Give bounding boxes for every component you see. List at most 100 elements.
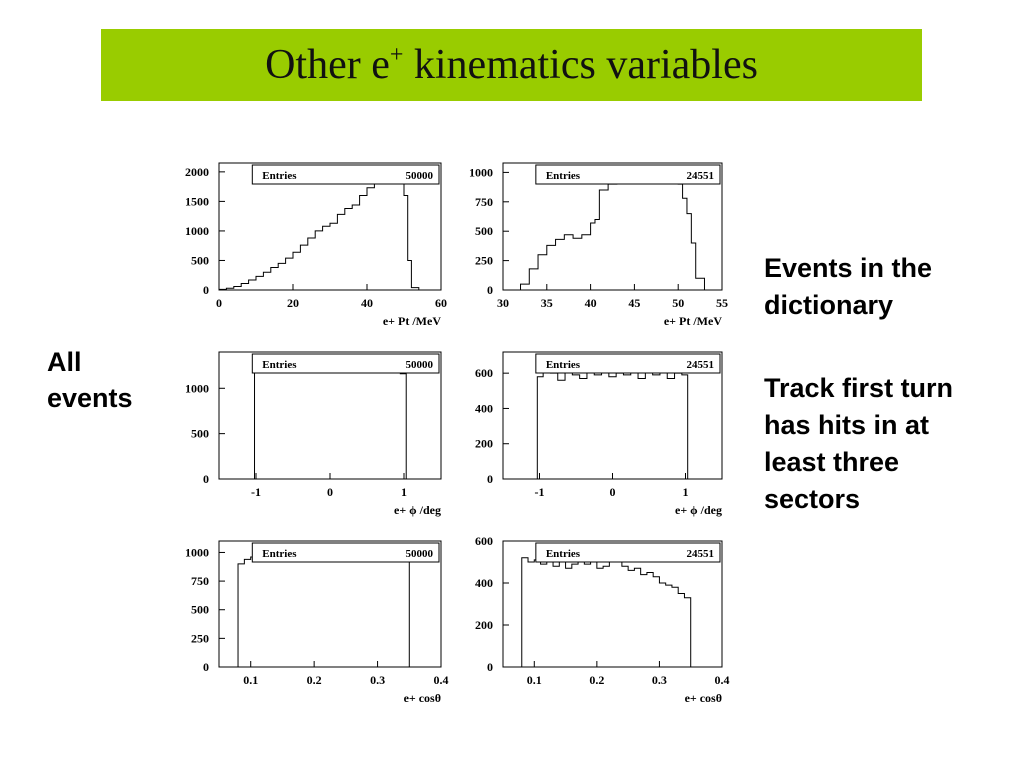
stats-entries: 24551 bbox=[687, 359, 715, 371]
histogram-line bbox=[254, 366, 407, 479]
x-tick-label: 0.1 bbox=[527, 673, 542, 687]
all-events-note: All events bbox=[47, 344, 177, 416]
stats-entries: 50000 bbox=[406, 170, 434, 182]
x-axis-title: e+ cosθ bbox=[404, 691, 441, 705]
histogram-2: 30 35 40 45 50 55 0 250 500 750 1000 Entries 24551 e+… bbox=[469, 162, 728, 328]
x-tick-label: 0 bbox=[216, 296, 222, 310]
y-tick-label: 600 bbox=[475, 366, 493, 380]
y-tick-label: 200 bbox=[475, 437, 493, 451]
note-line: sectors bbox=[764, 484, 861, 514]
title-bar: Other e+ kinematics variables bbox=[101, 29, 922, 101]
title-superscript: + bbox=[389, 42, 404, 68]
stats-entries: 24551 bbox=[687, 170, 715, 182]
y-tick-label: 1000 bbox=[185, 224, 209, 238]
plot-frame bbox=[218, 162, 442, 291]
x-tick-label: -1 bbox=[535, 485, 545, 499]
note-line: Track first turn bbox=[764, 373, 954, 403]
y-tick-label: 400 bbox=[475, 576, 493, 590]
y-tick-label: 1000 bbox=[469, 165, 493, 179]
y-tick-label: 250 bbox=[191, 631, 209, 645]
y-tick-label: 1000 bbox=[185, 545, 209, 559]
x-tick-label: 55 bbox=[716, 296, 728, 310]
x-tick-label: 0.3 bbox=[652, 673, 667, 687]
x-tick-label: 0.2 bbox=[589, 673, 604, 687]
x-axis-title: e+ ϕ /deg bbox=[394, 503, 441, 517]
x-axis-title: e+ ϕ /deg bbox=[675, 503, 722, 517]
y-tick-label: 0 bbox=[203, 472, 209, 486]
x-tick-label: 1 bbox=[683, 485, 689, 499]
histogram-line bbox=[520, 177, 705, 290]
stats-box bbox=[251, 353, 440, 374]
x-tick-label: 0 bbox=[610, 485, 616, 499]
stats-box bbox=[251, 542, 440, 563]
stats-label: Entries bbox=[546, 548, 581, 560]
y-tick-label: 750 bbox=[475, 195, 493, 209]
slide-title: Other e+ kinematics variables bbox=[265, 42, 758, 88]
stats-entries: 24551 bbox=[687, 548, 715, 560]
x-axis-title: e+ Pt /MeV bbox=[383, 314, 441, 328]
x-tick-label: 60 bbox=[435, 296, 447, 310]
y-tick-label: 250 bbox=[475, 254, 493, 268]
histogram-line bbox=[536, 369, 689, 479]
stats-label: Entries bbox=[546, 359, 581, 371]
histogram-line bbox=[521, 557, 692, 667]
x-tick-label: 45 bbox=[628, 296, 640, 310]
stats-label: Entries bbox=[546, 170, 581, 182]
stats-label: Entries bbox=[262, 359, 297, 371]
note-line: least three bbox=[764, 447, 900, 477]
y-tick-label: 2000 bbox=[185, 165, 209, 179]
histogram-1: 0 20 40 60 0 500 1000 1500 2000 Entries 50000 e+ Pt… bbox=[185, 162, 447, 328]
track-condition-note: Track first turn has hits in at least th… bbox=[764, 370, 1014, 518]
note-line: Events in the bbox=[764, 253, 933, 283]
stats-label: Entries bbox=[262, 548, 297, 560]
histogram-line bbox=[218, 174, 420, 290]
stats-box bbox=[535, 164, 721, 185]
y-tick-label: 500 bbox=[191, 603, 209, 617]
stats-box bbox=[251, 164, 440, 185]
x-tick-label: 0.3 bbox=[370, 673, 385, 687]
y-tick-label: 200 bbox=[475, 618, 493, 632]
y-tick-label: 500 bbox=[191, 427, 209, 441]
note-line: has hits in at bbox=[764, 410, 930, 440]
y-tick-label: 0 bbox=[203, 283, 209, 297]
x-tick-label: 0.4 bbox=[434, 673, 449, 687]
y-tick-label: 0 bbox=[487, 472, 493, 486]
stats-box bbox=[535, 353, 721, 374]
y-tick-label: 750 bbox=[191, 574, 209, 588]
x-axis-title: e+ cosθ bbox=[685, 691, 722, 705]
x-tick-label: 1 bbox=[401, 485, 407, 499]
x-tick-label: -1 bbox=[251, 485, 261, 499]
y-tick-label: 1500 bbox=[185, 194, 209, 208]
histogram-3: -1 0 1 0 500 1000 Entries 50000 e+ ϕ /deg bbox=[185, 351, 442, 517]
note-line: events bbox=[47, 383, 133, 413]
title-rest: kinematics variables bbox=[403, 42, 758, 88]
y-tick-label: 500 bbox=[191, 253, 209, 267]
stats-entries: 50000 bbox=[406, 359, 434, 371]
x-tick-label: 50 bbox=[672, 296, 684, 310]
note-line: All bbox=[47, 347, 82, 377]
y-tick-label: 600 bbox=[475, 534, 493, 548]
dictionary-note: Events in the dictionary bbox=[764, 250, 1014, 324]
note-line: dictionary bbox=[764, 290, 894, 320]
x-tick-label: 0.4 bbox=[715, 673, 730, 687]
x-tick-label: 30 bbox=[497, 296, 509, 310]
x-tick-label: 40 bbox=[585, 296, 597, 310]
histogram-5: 0.1 0.2 0.3 0.4 0 250 500 750 1000 Entries 50000 e+… bbox=[185, 540, 449, 705]
x-tick-label: 0.2 bbox=[307, 673, 322, 687]
y-tick-label: 1000 bbox=[185, 381, 209, 395]
y-tick-label: 0 bbox=[203, 660, 209, 674]
stats-entries: 50000 bbox=[406, 548, 434, 560]
plot-frame bbox=[502, 540, 723, 668]
stats-box bbox=[535, 542, 721, 563]
title-main: Other e bbox=[265, 42, 390, 88]
y-tick-label: 500 bbox=[475, 224, 493, 238]
plot-frame bbox=[218, 540, 442, 668]
histogram-4: -1 0 1 0 200 400 600 Entries 24551 e+ ϕ /deg bbox=[475, 351, 723, 517]
x-axis-title: e+ Pt /MeV bbox=[664, 314, 722, 328]
x-tick-label: 0.1 bbox=[243, 673, 258, 687]
plot-frame bbox=[502, 162, 723, 291]
x-tick-label: 35 bbox=[541, 296, 553, 310]
y-tick-label: 0 bbox=[487, 660, 493, 674]
x-tick-label: 0 bbox=[327, 485, 333, 499]
